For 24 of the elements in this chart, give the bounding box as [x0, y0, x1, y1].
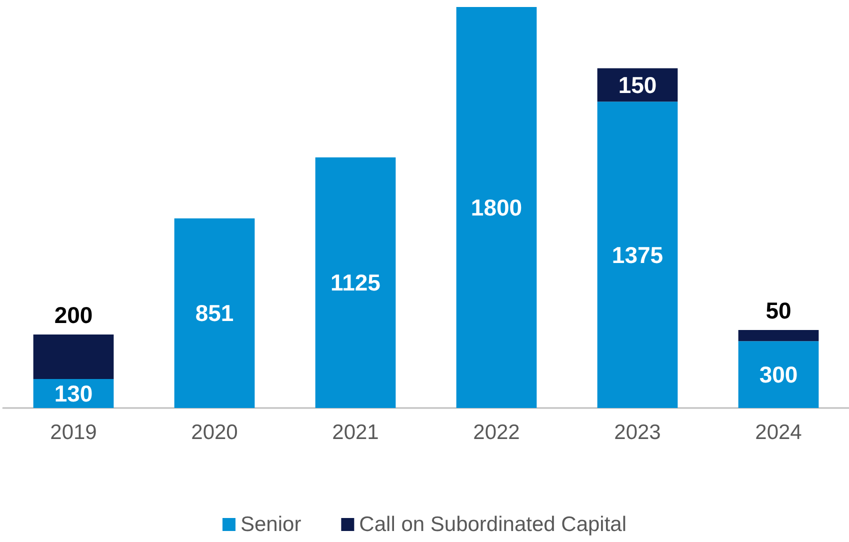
data-label: 851 [195, 300, 234, 326]
data-label: 300 [759, 362, 798, 388]
data-label: 150 [618, 72, 657, 98]
data-label: 130 [54, 380, 93, 407]
x-tick-label: 2024 [755, 421, 802, 444]
bar [597, 102, 678, 408]
bar [33, 334, 114, 380]
bar [315, 157, 396, 408]
legend-label: Senior [240, 513, 302, 536]
bar [174, 218, 255, 408]
x-tick-label: 2020 [191, 421, 238, 444]
bar [738, 330, 819, 342]
data-label: 1800 [470, 194, 522, 220]
data-label: 1125 [330, 270, 381, 296]
data-label: 50 [766, 298, 792, 324]
x-tick-label: 2021 [332, 421, 379, 444]
x-tick-label: 2022 [473, 421, 520, 444]
bar [738, 341, 819, 408]
bar [456, 7, 537, 408]
data-label: 1375 [612, 242, 664, 268]
x-tick-label: 2019 [50, 421, 97, 444]
data-label: 200 [54, 302, 93, 328]
x-tick-label: 2023 [614, 421, 661, 444]
legend-label: Call on Subordinated Capital [359, 513, 627, 536]
